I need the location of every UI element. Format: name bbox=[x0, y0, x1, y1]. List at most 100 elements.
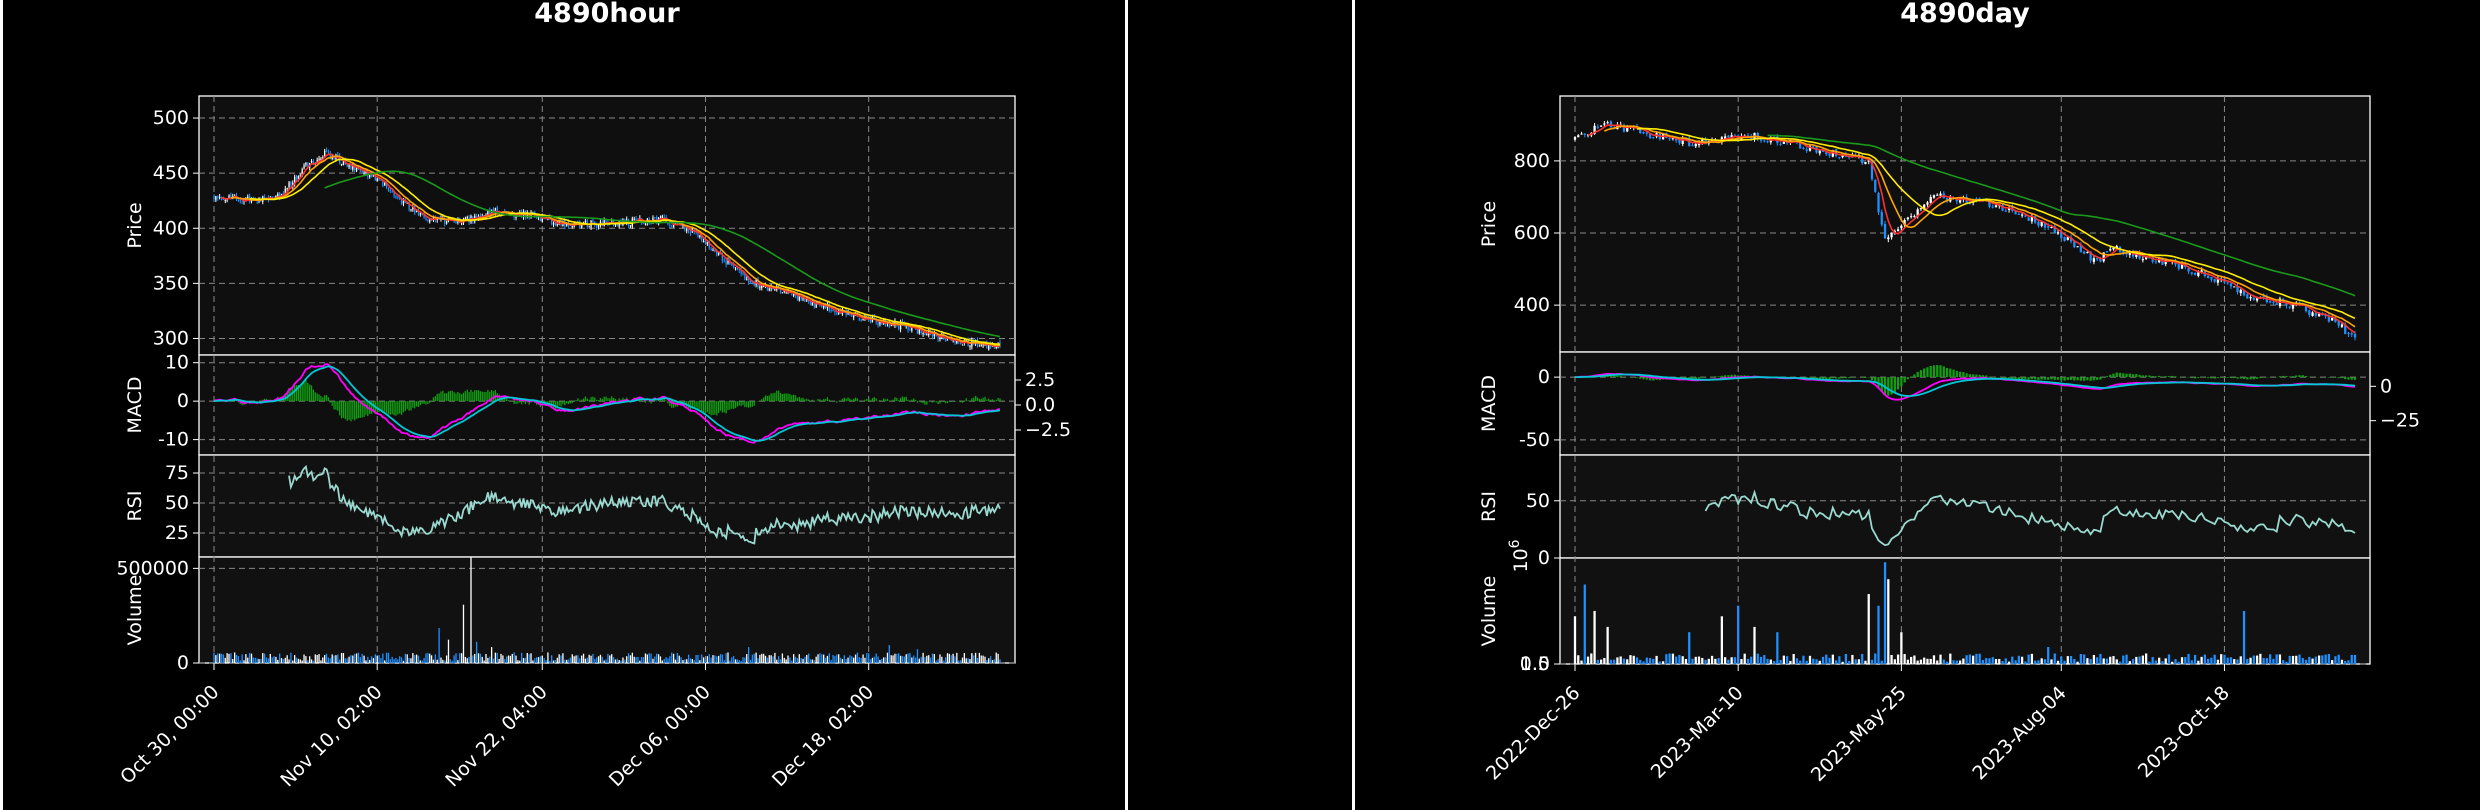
candle-body bbox=[2340, 324, 2344, 327]
moving-average-line bbox=[221, 153, 1001, 348]
volume-bar bbox=[2259, 653, 2262, 664]
candle-body bbox=[284, 188, 286, 194]
candle-body bbox=[2308, 310, 2311, 315]
candle-body bbox=[2148, 257, 2151, 259]
volume-ylabel-group: Volume bbox=[1478, 576, 1500, 647]
macd-histogram-bar bbox=[665, 400, 667, 402]
volume-bar bbox=[2242, 611, 2246, 664]
volume-bar bbox=[222, 654, 225, 663]
macd-histogram-bar bbox=[449, 390, 452, 402]
volume-bar bbox=[802, 658, 804, 663]
candle-body bbox=[736, 267, 739, 269]
macd-histogram-bar bbox=[2118, 372, 2122, 378]
macd-histogram-bar bbox=[2213, 377, 2216, 379]
macd-histogram-bar bbox=[845, 398, 847, 402]
candle-body bbox=[427, 219, 429, 221]
candle-body bbox=[674, 223, 677, 225]
rsi-ylabel-group: RSI bbox=[1478, 491, 1500, 522]
candle-body bbox=[226, 198, 228, 201]
candle-body bbox=[2187, 268, 2190, 272]
volume-bar bbox=[2060, 656, 2063, 664]
volume-bar bbox=[438, 628, 440, 663]
volume-bar bbox=[483, 660, 485, 663]
volume-bar bbox=[766, 657, 769, 663]
volume-bar bbox=[2069, 656, 2073, 664]
volume-bar bbox=[1753, 626, 1756, 664]
macd-histogram-bar bbox=[1864, 377, 1867, 378]
macd-histogram-bar bbox=[2252, 377, 2255, 380]
volume-bar bbox=[1710, 655, 1714, 664]
macd-histogram-bar bbox=[989, 399, 992, 402]
macd-histogram-bar bbox=[335, 401, 337, 410]
macd-histogram-bar bbox=[487, 389, 489, 402]
macd-ylabel: MACD bbox=[124, 377, 146, 434]
volume-bar bbox=[2034, 660, 2037, 664]
volume-bar bbox=[434, 654, 437, 663]
macd-histogram-bar bbox=[2122, 373, 2125, 378]
volume-bar bbox=[622, 657, 624, 663]
candle-body bbox=[877, 322, 879, 326]
macd-histogram-bar bbox=[2154, 376, 2158, 378]
volume-bar bbox=[614, 659, 617, 663]
macd-histogram-bar bbox=[695, 401, 697, 408]
macd-ylabel: MACD bbox=[1478, 375, 1500, 432]
macd-histogram-bar bbox=[890, 400, 892, 402]
volume-bar bbox=[704, 659, 707, 663]
macd-histogram-bar bbox=[481, 391, 483, 402]
volume-bar bbox=[2128, 661, 2131, 664]
candle-body bbox=[504, 210, 506, 212]
macd-histogram-bar bbox=[1890, 377, 1893, 395]
volume-bar bbox=[796, 658, 799, 663]
macd-histogram-bar bbox=[611, 396, 613, 402]
volume-bar bbox=[2151, 656, 2154, 664]
macd-histogram-bar bbox=[342, 401, 345, 418]
macd-histogram-bar bbox=[920, 401, 922, 403]
macd-histogram-bar bbox=[699, 401, 701, 410]
volume-bar bbox=[1821, 656, 1825, 664]
volume-bar bbox=[2056, 660, 2060, 664]
volume-bar bbox=[913, 655, 915, 663]
volume-bar bbox=[312, 660, 315, 663]
candle-body bbox=[1831, 150, 1834, 157]
volume-bar bbox=[1665, 654, 1668, 664]
volume-bar bbox=[2076, 661, 2079, 664]
candle-body bbox=[687, 230, 690, 232]
macd-histogram-bar bbox=[1958, 371, 1962, 378]
candle-body bbox=[479, 215, 482, 218]
macd-histogram-bar bbox=[943, 401, 945, 402]
volume-bar bbox=[864, 657, 866, 663]
volume-bar bbox=[1593, 611, 1596, 664]
macd-histogram-bar bbox=[798, 396, 800, 402]
volume-bar bbox=[1756, 653, 1759, 664]
macd-histogram-bar bbox=[1962, 372, 1965, 378]
rsi-line bbox=[1704, 489, 2356, 547]
macd-histogram-bar bbox=[579, 400, 581, 402]
volume-bar bbox=[1573, 616, 1577, 664]
candle-body bbox=[286, 188, 288, 190]
macd-histogram-bar bbox=[2304, 375, 2308, 378]
macd-histogram-bar bbox=[365, 401, 367, 415]
macd-histogram-bar bbox=[950, 401, 952, 402]
candle-body bbox=[633, 218, 635, 220]
volume-bar bbox=[1776, 632, 1779, 664]
volume-bar bbox=[854, 654, 857, 663]
volume-bar bbox=[1697, 656, 1701, 664]
volume-bar bbox=[582, 653, 585, 663]
volume-bar bbox=[2099, 653, 2102, 664]
candle-body bbox=[1573, 137, 1577, 140]
macd-histogram-bar bbox=[954, 401, 956, 403]
volume-bar bbox=[785, 659, 787, 663]
candle-body bbox=[2135, 252, 2138, 257]
macd-histogram-bar bbox=[522, 401, 525, 403]
macd-right-ytick-label: 0 bbox=[2380, 375, 2392, 397]
volume-bar bbox=[545, 660, 547, 663]
volume-ytick-label: 0.5 bbox=[1520, 653, 1550, 675]
volume-bar bbox=[993, 659, 996, 663]
volume-bar bbox=[2144, 653, 2148, 664]
macd-histogram-bar bbox=[1831, 377, 1834, 379]
macd-histogram-bar bbox=[460, 394, 463, 402]
volume-bar bbox=[2004, 658, 2007, 664]
candle-body bbox=[415, 210, 418, 213]
candle-body bbox=[1923, 204, 1926, 210]
volume-bar bbox=[971, 653, 973, 663]
